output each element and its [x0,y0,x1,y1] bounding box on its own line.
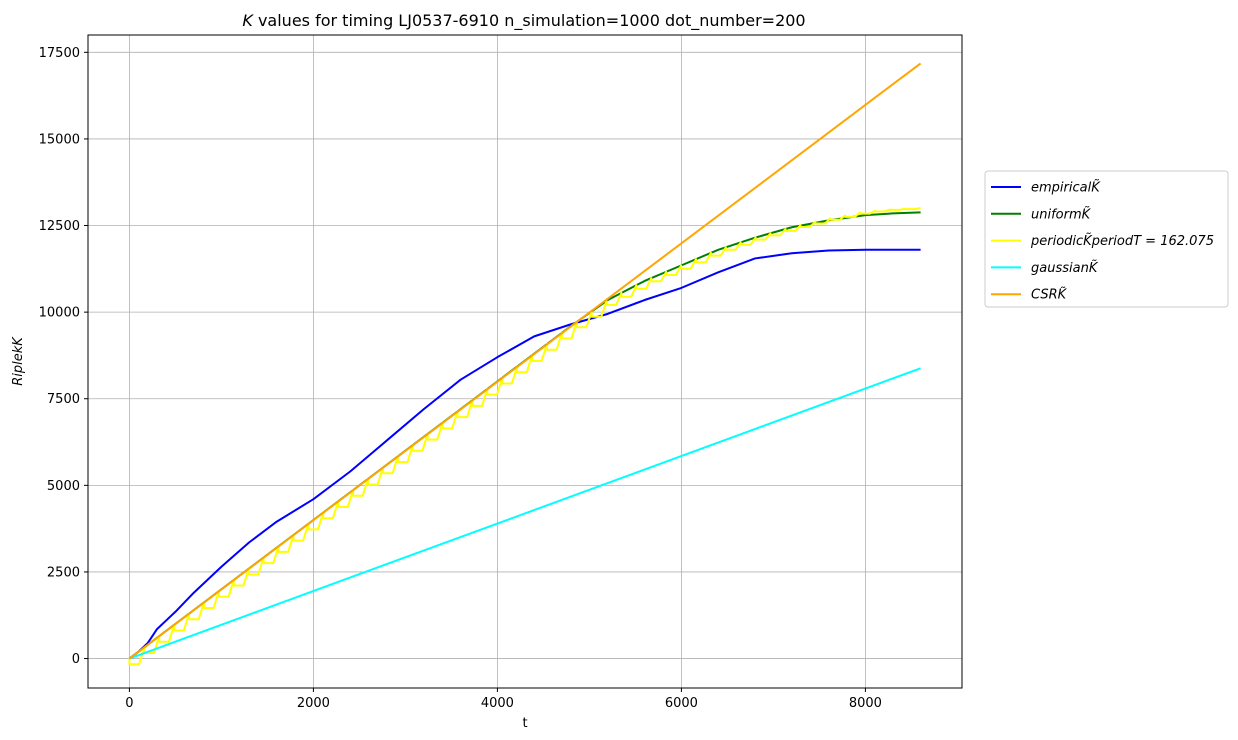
x-tick-label: 8000 [849,696,882,711]
y-tick-label: 0 [72,652,80,667]
grid [88,35,962,688]
plot-frame [87,34,963,689]
series-line-2 [128,207,921,666]
y-tick-label: 7500 [47,392,80,407]
legend-label: empiricalK̃ [1031,180,1101,195]
legend-label: uniformK̃ [1031,207,1092,222]
x-tick-label: 6000 [665,696,698,711]
chart-title-italic: K [242,11,254,30]
x-tick-label: 0 [125,696,133,711]
legend-box [984,170,1229,308]
y-axis-label: RiplekK [11,336,26,386]
legend-label: CSRK̃ [1031,287,1068,302]
x-axis-label: t [522,716,527,731]
legend-label: gaussianK̃ [1031,261,1099,276]
series-line-4 [128,62,922,660]
y-tick-label: 17500 [39,46,80,61]
y-tick-label: 15000 [39,132,80,147]
series-line-3 [129,367,921,660]
chart-title: K values for timing LJ0537-6910 n_simula… [242,11,805,31]
legend: empiricalK̃ uniformK̃ periodicK̃periodT = … [984,170,1229,308]
y-tick-label: 5000 [47,479,80,494]
x-tick-label: 4000 [481,696,514,711]
axis-ticks: 0 2000 4000 6000 8000 0 2500 5000 7500 10000 12500… [39,46,882,711]
x-tick-label: 2000 [297,696,330,711]
y-tick-label: 10000 [39,306,80,321]
series-line-1 [128,211,921,660]
y-tick-label: 12500 [39,219,80,234]
plot-series [128,62,922,666]
chart-title-text: values for timing LJ0537-6910 n_simulati… [253,11,806,31]
legend-label: periodicK̃periodT = 162.075 [1030,234,1214,249]
y-tick-label: 2500 [47,565,80,580]
series-line-0 [128,248,921,660]
